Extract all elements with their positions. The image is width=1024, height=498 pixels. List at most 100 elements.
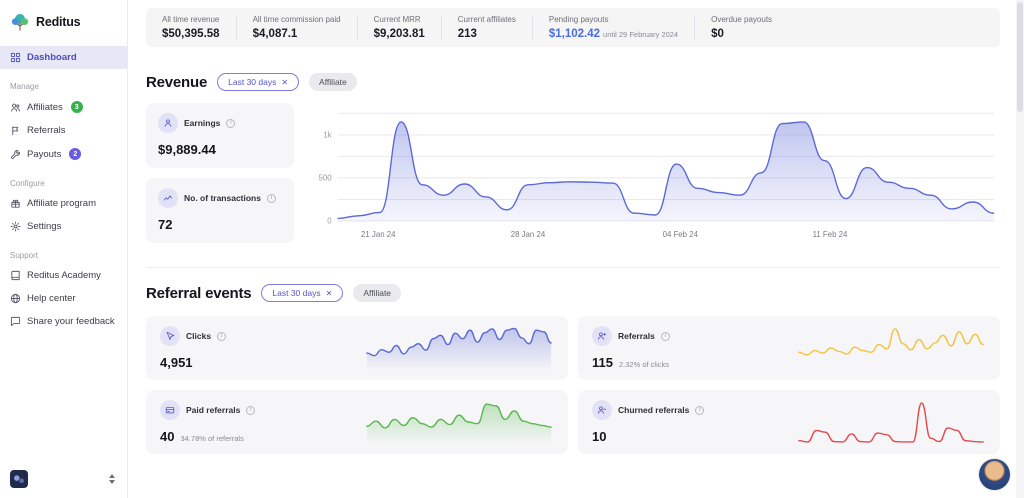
stat-label: Overdue payouts [711, 15, 773, 24]
logo[interactable]: Reditus [0, 0, 127, 46]
main-content: All time revenue $50,395.58 All time com… [128, 0, 1024, 498]
stat-all-time-commission: All time commission paid $4,087.1 [235, 15, 357, 40]
stat-current-mrr: Current MRR $9,203.81 [356, 15, 441, 40]
sidebar-item-affiliate-program[interactable]: Affiliate program [0, 192, 127, 215]
paid-referrals-sparkline [366, 403, 552, 444]
sidebar-item-label: Affiliates [27, 101, 63, 113]
close-icon[interactable]: ✕ [281, 77, 289, 87]
sidebar-item-payouts[interactable]: Payouts 2 [0, 142, 127, 166]
earnings-icon [158, 113, 178, 133]
revenue-section-head: Revenue Last 30 days ✕ Affiliate [146, 73, 1000, 91]
card-label: Churned referrals [618, 405, 690, 415]
referrals-add-icon [592, 326, 612, 346]
pending-payouts-amount: $1,102.42 [548, 28, 601, 40]
affiliates-count-badge: 3 [70, 101, 83, 113]
reditus-logo-icon [11, 14, 29, 31]
sidebar-item-referrals[interactable]: Referrals [0, 119, 127, 142]
workspace-switcher-chevrons[interactable] [107, 472, 117, 486]
payouts-icon [11, 149, 20, 159]
svg-text:500: 500 [319, 173, 333, 182]
pending-payouts-deadline: until 29 February 2024 [603, 30, 679, 39]
scrollbar-track[interactable] [1016, 0, 1024, 498]
info-icon[interactable] [266, 193, 276, 203]
referral-events-filter-last-30-days[interactable]: Last 30 days ✕ [261, 284, 344, 302]
sidebar-item-settings[interactable]: Settings [0, 215, 127, 238]
stat-label: All time commission paid [252, 15, 341, 24]
revenue-filter-last-30-days[interactable]: Last 30 days ✕ [217, 73, 300, 91]
card-label: Earnings [184, 118, 221, 128]
filter-label: Last 30 days [228, 77, 277, 87]
sidebar-item-help-center[interactable]: Help center [0, 287, 127, 310]
transactions-value: 72 [158, 217, 173, 232]
card-info: Churned referrals 10 [592, 400, 705, 444]
card-label: Clicks [186, 331, 212, 341]
filter-label: Affiliate [363, 288, 392, 298]
revenue-cards: Earnings $9,889.44 No. of transactions 7… [146, 103, 294, 243]
card-head: Earnings [158, 113, 282, 133]
referral-events-title: Referral events [146, 284, 252, 302]
referrals-card: Referrals 115 2.32% of clicks [578, 316, 1000, 380]
stat-label: Current MRR [373, 15, 421, 24]
stat-current-affiliates: Current affiliates 213 [440, 15, 532, 40]
clicks-card: Clicks 4,951 [146, 316, 568, 380]
earnings-card: Earnings $9,889.44 [146, 103, 294, 168]
sidebar-section-support: Support [10, 251, 39, 260]
revenue-filter-affiliate[interactable]: Affiliate [309, 73, 357, 91]
card-head: Clicks [160, 326, 227, 346]
stat-value: $50,395.58 [162, 28, 220, 40]
svg-text:1k: 1k [323, 130, 331, 139]
churned-referrals-card: Churned referrals 10 [578, 390, 1000, 454]
sidebar-item-label: Share your feedback [27, 316, 115, 327]
referrals-value: 115 [592, 355, 613, 370]
info-icon[interactable] [246, 405, 256, 415]
clicks-value: 4,951 [160, 355, 193, 370]
stat-value: 213 [457, 28, 477, 40]
user-avatar[interactable] [979, 459, 1010, 490]
revenue-chart-container: 0 500 1k 21 Jan 24 28 Jan 24 04 Feb 24 11 Feb … [312, 103, 1000, 243]
stat-value: $4,087.1 [252, 28, 298, 40]
sidebar-item-academy[interactable]: Reditus Academy [0, 264, 127, 287]
stat-value: $1,102.42 until 29 February 2024 [549, 28, 678, 40]
feedback-icon [10, 316, 21, 327]
workspace-avatar[interactable] [10, 470, 28, 488]
sidebar-item-affiliates[interactable]: Affiliates 3 [0, 95, 127, 119]
sidebar-item-dashboard[interactable]: Dashboard [0, 46, 127, 69]
transactions-icon [158, 188, 178, 208]
referrals-sub: 2.32% of clicks [618, 360, 670, 369]
referral-events-filter-affiliate[interactable]: Affiliate [353, 284, 402, 302]
svg-text:11 Feb 24: 11 Feb 24 [813, 230, 848, 239]
referrals-sparkline [798, 328, 984, 356]
card-label: Paid referrals [186, 405, 241, 415]
chevron-down-icon [109, 480, 115, 484]
help-center-icon [10, 293, 21, 304]
sidebar-item-label: Payouts [27, 148, 62, 160]
close-icon[interactable]: ✕ [325, 288, 333, 298]
earnings-value: $9,889.44 [158, 142, 216, 157]
stat-overdue-payouts: Overdue payouts $0 [694, 15, 788, 40]
info-icon[interactable] [660, 331, 670, 341]
stat-label: Pending payouts [548, 15, 609, 24]
churned-referrals-value: 10 [592, 429, 607, 444]
paid-referrals-sub: 34.78% of referrals [180, 434, 244, 443]
settings-icon [10, 221, 21, 232]
scrollbar-thumb[interactable] [1017, 2, 1023, 112]
filter-label: Last 30 days [272, 288, 321, 298]
card-value-row: 40 34.78% of referrals [160, 429, 255, 444]
svg-text:04 Feb 24: 04 Feb 24 [663, 230, 699, 239]
info-icon[interactable] [695, 405, 705, 415]
card-head: Paid referrals [160, 400, 256, 420]
chevron-up-icon [109, 474, 115, 478]
sidebar: Reditus Dashboard Manage Affiliates 3 Re… [0, 0, 128, 498]
revenue-area-chart: 0 500 1k 21 Jan 24 28 Jan 24 04 Feb 24 11 Feb … [319, 112, 995, 239]
stat-all-time-revenue: All time revenue $50,395.58 [146, 15, 236, 40]
card-label: No. of transactions [184, 193, 261, 203]
svg-text:21 Jan 24: 21 Jan 24 [361, 230, 396, 239]
card-info: Referrals 115 2.32% of clicks [592, 326, 670, 370]
sidebar-item-feedback[interactable]: Share your feedback [0, 310, 127, 333]
logo-text: Reditus [36, 15, 81, 29]
info-icon[interactable] [226, 118, 236, 128]
transactions-card: No. of transactions 72 [146, 178, 294, 243]
info-icon[interactable] [217, 331, 227, 341]
clicks-icon [160, 326, 180, 346]
